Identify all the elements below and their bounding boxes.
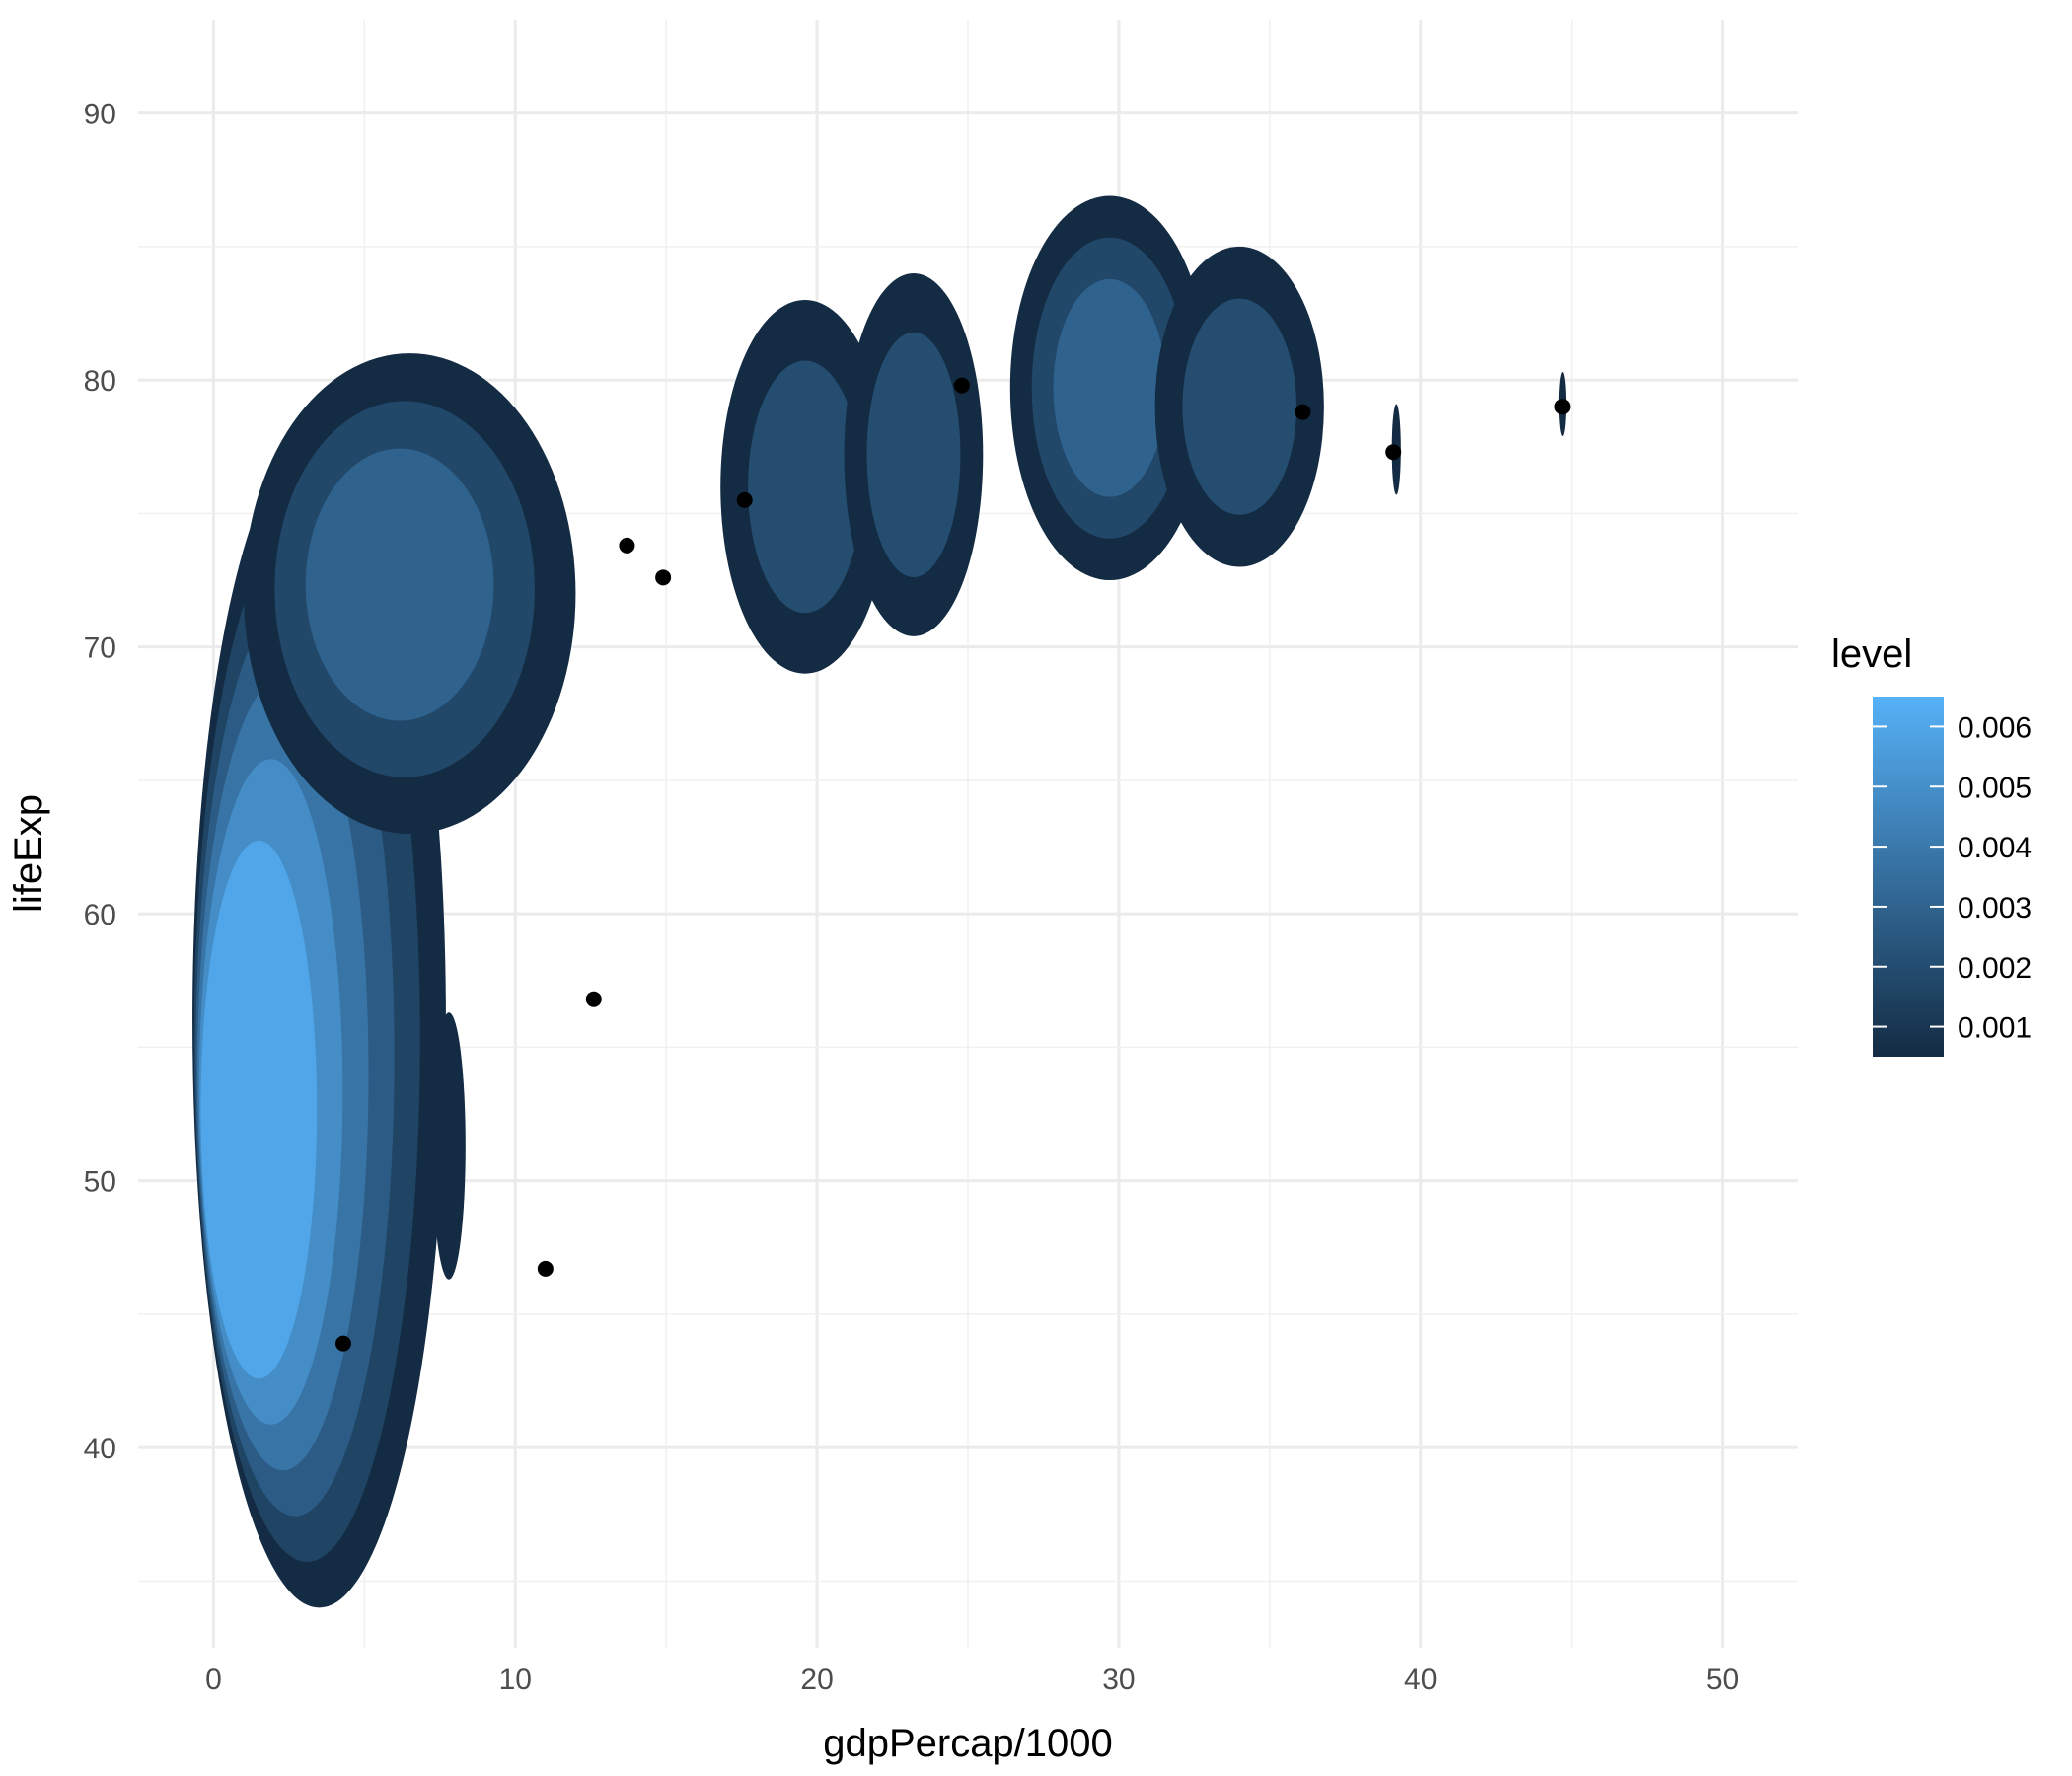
x-axis-ticks: 0 10 20 30 40 50 (205, 1664, 1739, 1696)
density-region (1009, 195, 1210, 581)
y-axis-ticks: 40 50 60 70 80 90 (84, 99, 116, 1465)
legend-label: 0.003 (1958, 892, 2032, 925)
density-level-band (866, 332, 961, 578)
y-tick-label: 70 (84, 632, 116, 665)
data-points (334, 377, 1571, 1352)
x-tick-label: 0 (205, 1664, 222, 1696)
data-point (953, 377, 970, 394)
legend-label: 0.002 (1958, 952, 2032, 985)
density-level-band (1182, 298, 1297, 515)
density-level-band (432, 1012, 466, 1280)
density-region (1154, 246, 1324, 567)
x-tick-label: 10 (499, 1664, 532, 1696)
y-tick-label: 80 (84, 365, 116, 398)
y-axis-title: lifeExp (7, 794, 50, 913)
x-tick-label: 40 (1404, 1664, 1437, 1696)
plot-panel (192, 195, 1571, 1608)
data-point (334, 1335, 351, 1352)
grid-lines (138, 20, 1798, 1648)
data-point (1385, 444, 1402, 461)
legend-title: level (1831, 632, 1912, 676)
x-axis-title: gdpPercap/1000 (823, 1722, 1113, 1765)
density-region (844, 272, 984, 636)
legend-colorbar (1873, 697, 1944, 1057)
data-point (1295, 404, 1311, 420)
density-level-band (1053, 278, 1166, 497)
data-point (1554, 399, 1571, 415)
data-point (585, 991, 602, 1007)
density-regions (192, 195, 1567, 1608)
density-level-band (200, 840, 318, 1379)
y-tick-label: 90 (84, 99, 116, 131)
density-region (192, 433, 446, 1608)
legend-label: 0.004 (1958, 832, 2032, 864)
y-tick-label: 60 (84, 899, 116, 931)
density-region (432, 1012, 466, 1280)
legend-label: 0.001 (1958, 1012, 2032, 1045)
density-region (244, 353, 576, 834)
legend-label: 0.005 (1958, 772, 2032, 804)
density-region (720, 300, 890, 674)
y-tick-label: 50 (84, 1166, 116, 1199)
legend-label: 0.006 (1958, 711, 2032, 744)
data-point (736, 491, 753, 508)
density-level-band (748, 360, 862, 614)
legend: level 0.001 0.002 0.003 0.004 0.005 0.006 (1831, 632, 2032, 1057)
x-tick-label: 50 (1706, 1664, 1739, 1696)
x-tick-label: 30 (1102, 1664, 1135, 1696)
y-tick-label: 40 (84, 1433, 116, 1465)
data-point (537, 1260, 554, 1277)
data-point (619, 537, 635, 554)
x-tick-label: 20 (800, 1664, 833, 1696)
data-point (655, 569, 672, 586)
density-level-band (305, 448, 494, 721)
